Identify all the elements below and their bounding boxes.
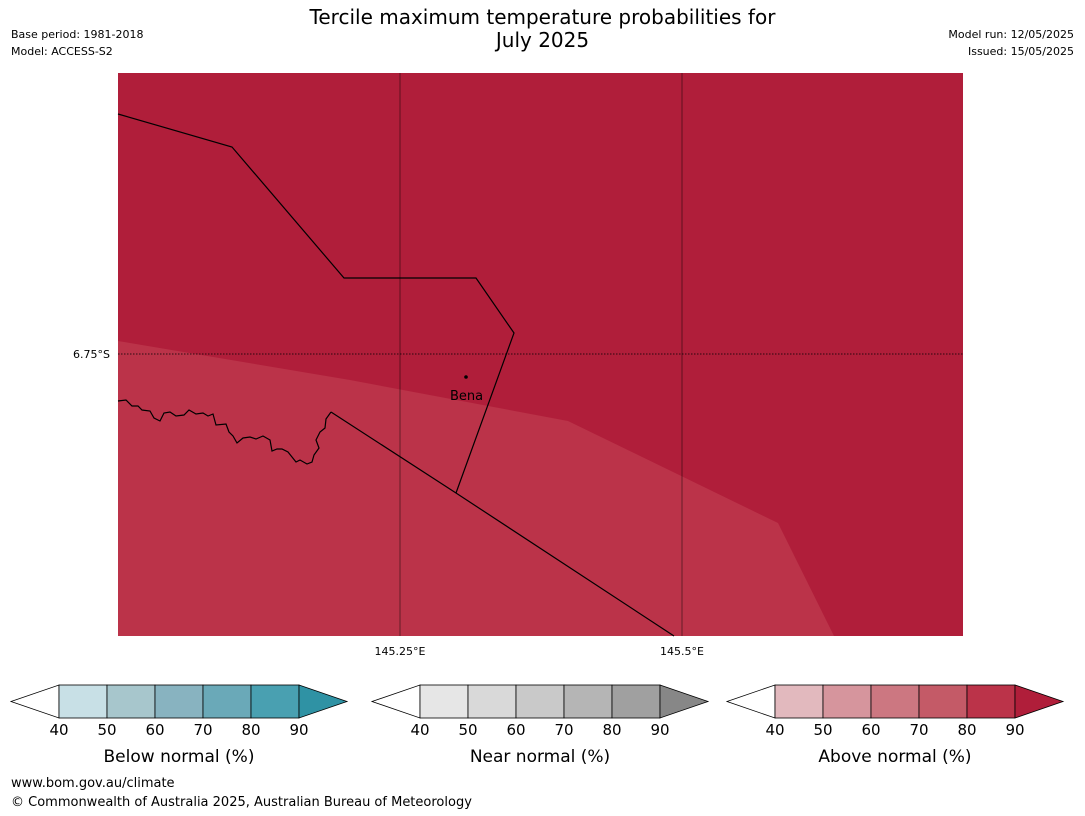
place-label: Bena [450, 389, 483, 404]
latitude-label: 6.75°S [73, 348, 110, 361]
legend-1-swatch [467, 684, 517, 719]
legend-2-tick-label: 40 [765, 721, 784, 739]
legend-1-low-extend [370, 684, 421, 719]
legend-0-low-extend [9, 684, 60, 719]
title-line-2: July 2025 [495, 28, 590, 52]
map-title: Tercile maximum temperature probabilitie… [0, 6, 1085, 52]
probability-map: Bena 6.75°S 145.25°E 145.5°E [73, 73, 963, 658]
longitude-label-1: 145.25°E [375, 645, 426, 658]
base-period: Base period: 1981-2018 [11, 28, 144, 41]
legend-1-swatch [611, 684, 661, 719]
legend-2-high-extend [1014, 684, 1065, 719]
legend-0-tick-label: 90 [289, 721, 308, 739]
longitude-label-2: 145.5°E [660, 645, 704, 658]
legend-2-swatch [774, 684, 824, 719]
legend-0-tick-label: 40 [49, 721, 68, 739]
model-name: Model: ACCESS-S2 [11, 45, 113, 58]
legend-1-label: Near normal (%) [470, 747, 610, 767]
legend-2-swatch [870, 684, 920, 719]
map-region-above-70-80 [118, 341, 834, 636]
legend-1-tick-label: 50 [458, 721, 477, 739]
legend-2-tick-label: 80 [957, 721, 976, 739]
legend-0-swatch [202, 684, 252, 719]
legend-0-swatch [250, 684, 300, 719]
province-boundary [117, 113, 515, 494]
legend-0-swatch [154, 684, 204, 719]
footer-url: www.bom.gov.au/climate [11, 776, 175, 791]
river-line [117, 399, 332, 465]
legend-1-swatch [419, 684, 469, 719]
legend-2-swatch [966, 684, 1016, 719]
legend-1-tick-label: 80 [602, 721, 621, 739]
legend-1-tick-label: 40 [410, 721, 429, 739]
title-line-1: Tercile maximum temperature probabilitie… [309, 5, 776, 29]
legend-1-swatch [563, 684, 613, 719]
legend-1-tick-label: 60 [506, 721, 525, 739]
place-marker-icon [464, 375, 468, 379]
meta-left: Base period: 1981-2018 Model: ACCESS-S2 [11, 26, 143, 60]
legend-2-tick-label: 60 [861, 721, 880, 739]
legend-2-tick-label: 70 [909, 721, 928, 739]
legend-0-tick-label: 60 [145, 721, 164, 739]
legend-0-tick-label: 50 [97, 721, 116, 739]
province-boundary-south [330, 411, 675, 637]
legend-2-label: Above normal (%) [818, 747, 971, 767]
legend-2-swatch [918, 684, 968, 719]
legend-1-swatch [515, 684, 565, 719]
legend-1-tick-label: 70 [554, 721, 573, 739]
footer-copyright: © Commonwealth of Australia 2025, Austra… [11, 795, 472, 810]
legend-1-tick-label: 90 [650, 721, 669, 739]
legend-0-tick-label: 80 [241, 721, 260, 739]
legend-2-tick-label: 90 [1005, 721, 1024, 739]
issued-date: Issued: 15/05/2025 [967, 45, 1074, 58]
legend-0-swatch [106, 684, 156, 719]
model-run: Model run: 12/05/2025 [948, 28, 1074, 41]
legend-2-tick-label: 50 [813, 721, 832, 739]
legend-0-tick-label: 70 [193, 721, 212, 739]
legend-2-low-extend [725, 684, 776, 719]
legend-2-swatch [822, 684, 872, 719]
legend-1-high-extend [659, 684, 710, 719]
legend-0-swatch [58, 684, 108, 719]
meta-right: Model run: 12/05/2025 Issued: 15/05/2025 [948, 26, 1074, 60]
legend-0-high-extend [298, 684, 349, 719]
legend-0-label: Below normal (%) [104, 747, 255, 767]
